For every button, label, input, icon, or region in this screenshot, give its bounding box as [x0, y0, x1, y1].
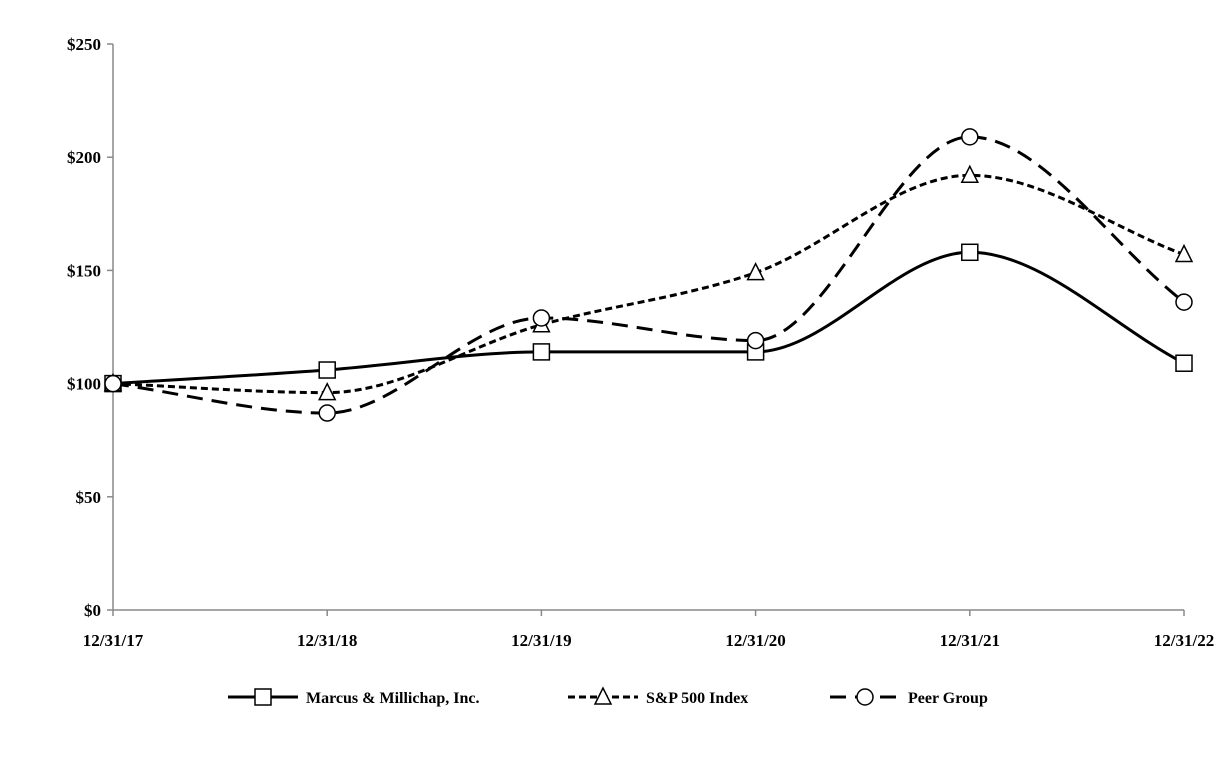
data-point-circle [532, 309, 551, 327]
data-point-circle [318, 404, 336, 422]
series-line-triangle [112, 173, 1185, 395]
x-tick-label: 12/31/22 [1154, 631, 1214, 650]
y-tick-label: $0 [84, 601, 101, 620]
x-tick-label: 12/31/21 [940, 631, 1000, 650]
data-point-triangle [1174, 243, 1194, 263]
data-point-triangle [746, 261, 765, 281]
y-tick-label: $200 [67, 148, 101, 167]
data-point-square [318, 361, 336, 379]
data-point-triangle [317, 381, 337, 401]
data-point-circle [746, 331, 765, 350]
x-tick-label: 12/31/20 [725, 631, 785, 650]
x-tick-label: 12/31/19 [511, 631, 571, 650]
legend-label-circle: Peer Group [908, 690, 988, 707]
data-point-triangle [960, 164, 980, 184]
legend-marker-triangle [593, 686, 613, 705]
y-tick-label: $150 [67, 261, 101, 280]
data-point-circle [1175, 293, 1193, 311]
data-point-circle [104, 374, 122, 393]
series-lines [103, 128, 1194, 422]
legend-label-triangle: S&P 500 Index [646, 690, 748, 707]
y-tick-label: $100 [67, 375, 101, 394]
axes: $0 $50 $100 $150 $200 $250 12/31/17 12/31/18 12/… [67, 35, 1214, 650]
legend-label-square: Marcus & Millichap, Inc. [306, 690, 479, 707]
series-line-square [112, 250, 1185, 386]
data-point-square [532, 343, 551, 361]
series-line-circle [112, 135, 1185, 415]
x-tick-label: 12/31/17 [83, 631, 144, 650]
legend-marker-square [254, 688, 272, 706]
x-tick-label: 12/31/18 [297, 631, 357, 650]
legend-marker-circle [856, 688, 874, 706]
data-point-circle [961, 128, 979, 146]
y-tick-label: $50 [76, 488, 102, 507]
legend: Marcus & Millichap, Inc. S&P 500 Index Pee… [228, 686, 988, 707]
y-tick-label: $250 [67, 35, 101, 54]
data-point-square [1175, 354, 1193, 372]
data-point-square [961, 243, 979, 262]
